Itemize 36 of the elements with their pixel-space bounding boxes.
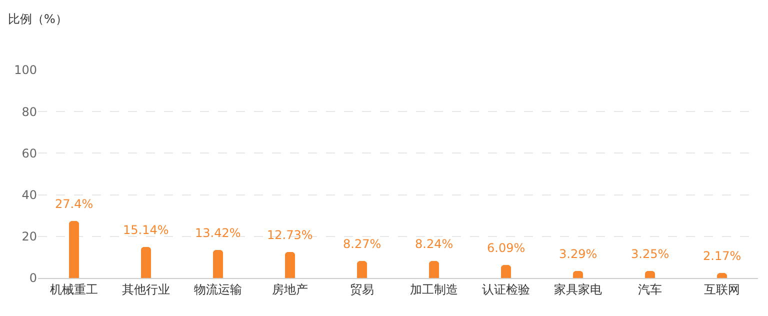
data-label: 3.29%: [559, 247, 598, 261]
bar: [213, 250, 223, 278]
bar: [501, 265, 511, 278]
bar: [573, 271, 583, 278]
data-label: 27.4%: [55, 197, 94, 211]
x-tick-label: 互联网: [704, 282, 740, 296]
y-tick-label: 100: [14, 63, 37, 78]
data-label: 2.17%: [703, 249, 742, 263]
y-tick-label: 0: [29, 271, 37, 286]
x-tick-label: 加工制造: [410, 282, 458, 296]
bar: [429, 261, 439, 278]
x-tick-label: 物流运输: [194, 282, 242, 296]
y-tick-label: 80: [22, 104, 37, 119]
bar: [141, 247, 151, 278]
bar: [357, 261, 367, 278]
data-label: 3.25%: [631, 247, 670, 261]
data-label: 12.73%: [267, 228, 313, 242]
data-label: 8.24%: [415, 237, 454, 251]
bar: [69, 221, 79, 278]
y-tick-label: 20: [22, 230, 37, 244]
x-tick-label: 认证检验: [482, 282, 530, 296]
bar: [285, 252, 295, 278]
bar: [645, 271, 655, 278]
x-tick-label: 其他行业: [122, 282, 170, 296]
x-tick-label: 家具家电: [554, 282, 602, 296]
x-tick-label: 汽车: [638, 282, 662, 296]
y-tick-label: 40: [22, 188, 37, 202]
data-label: 8.27%: [343, 237, 382, 251]
data-label: 6.09%: [487, 241, 526, 255]
y-tick-label: 60: [22, 146, 37, 160]
x-tick-label: 贸易: [350, 282, 374, 296]
x-tick-label: 机械重工: [50, 282, 98, 296]
y-axis-title: 比例（%）: [8, 12, 68, 26]
x-tick-label: 房地产: [272, 282, 308, 296]
data-label: 15.14%: [123, 223, 169, 237]
data-label: 13.42%: [195, 226, 241, 240]
